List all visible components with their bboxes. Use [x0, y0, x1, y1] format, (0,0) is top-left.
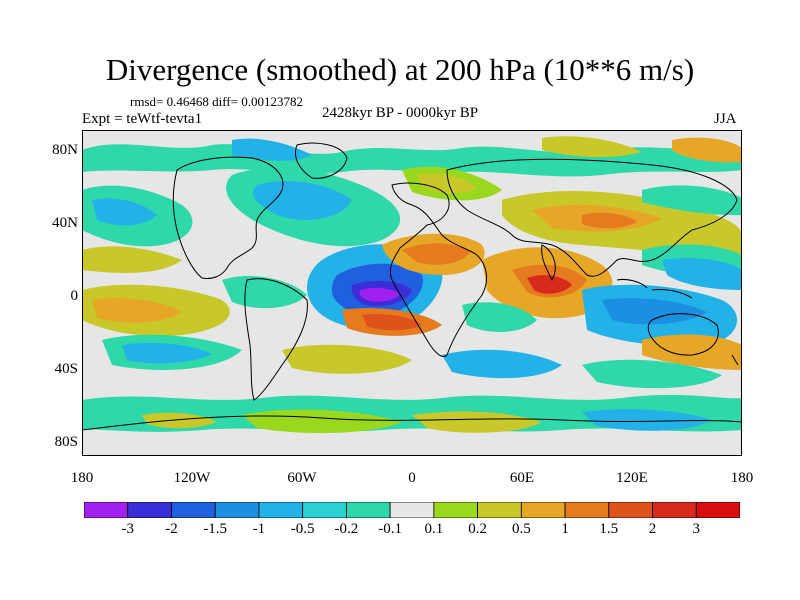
colorbar-swatch [652, 502, 697, 518]
colorbar-swatch [214, 502, 260, 518]
colorbar [84, 502, 740, 518]
lon-label: 0 [408, 470, 416, 486]
colorbar-swatch [171, 502, 216, 518]
colorbar-label: -0.5 [290, 521, 315, 537]
colorbar-label: 1 [561, 521, 569, 537]
colorbar-swatch [84, 502, 129, 518]
colorbar-swatch [345, 502, 391, 518]
season-label: JJA [714, 111, 737, 127]
colorbar-label: 1.5 [599, 521, 619, 537]
colorbar-label: 0.5 [511, 521, 531, 537]
lon-label: 120W [173, 470, 211, 486]
colorbar-label: -3 [121, 521, 134, 537]
colorbar-label: -1.5 [203, 521, 228, 537]
plot-title: Divergence (smoothed) at 200 hPa (10**6 … [105, 52, 695, 87]
colorbar-swatch [127, 502, 172, 518]
lon-label: 180 [730, 470, 754, 486]
field-blobs [82, 136, 742, 434]
lat-label: 40S [54, 361, 78, 377]
lon-label: 60E [509, 470, 535, 486]
colorbar-label: -2 [165, 521, 178, 537]
colorbar-label: 0.1 [424, 521, 444, 537]
coastlines [82, 142, 742, 431]
colorbar-swatch [477, 502, 522, 518]
lat-label: 80S [54, 434, 78, 450]
colorbar-label: 3 [692, 521, 701, 537]
colorbar-swatch [695, 502, 740, 518]
colorbar-swatch [258, 502, 304, 518]
colorbar-label: 2 [648, 521, 657, 537]
colorbar-swatch [520, 502, 566, 518]
colorbar-label: -0.1 [378, 521, 402, 537]
colorbar-swatch [608, 502, 653, 518]
lon-label: 180 [70, 470, 94, 486]
lat-label: 40N [52, 215, 78, 231]
colorbar-label: -0.2 [334, 521, 359, 537]
colorbar-label: -1 [252, 521, 266, 537]
lon-label: 120E [616, 470, 648, 486]
lon-label: 60W [287, 470, 317, 486]
lat-label: 80N [52, 142, 78, 158]
lat-label: 0 [70, 288, 79, 304]
divergence-map [82, 130, 742, 456]
colorbar-swatch [564, 502, 610, 518]
colorbar-swatch [389, 502, 435, 518]
colorbar-swatch [302, 502, 347, 518]
stats-text: rmsd= 0.46468 diff= 0.00123782 [130, 94, 303, 109]
experiment-label: Expt = teWtf-tevta1 [82, 111, 203, 127]
colorbar-swatch [433, 502, 478, 518]
period-label: 2428kyr BP - 0000kyr BP [322, 105, 479, 121]
colorbar-label: 0.2 [468, 521, 487, 537]
